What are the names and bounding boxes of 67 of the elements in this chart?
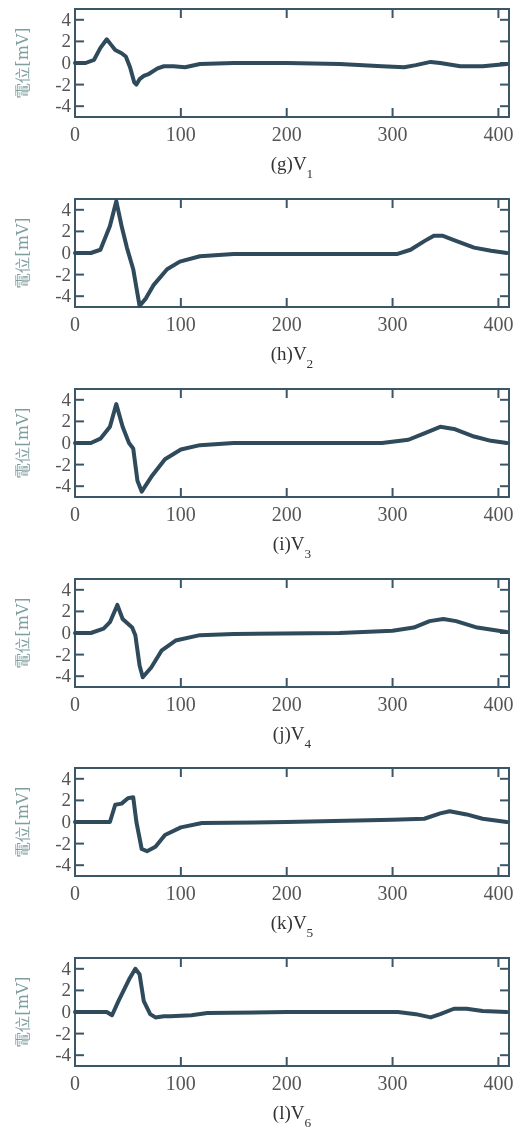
x-tick-label: 200 [271, 312, 302, 335]
y-tick-label: 2 [61, 599, 72, 621]
x-tick-label: 200 [271, 502, 302, 525]
y-tick-label: -4 [55, 854, 72, 876]
y-tick-label: -4 [55, 285, 72, 307]
y-axis-title: 電位[mV] [13, 407, 33, 479]
y-tick-label: -2 [55, 453, 72, 475]
x-tick-label: 300 [377, 692, 408, 715]
y-tick-label: -2 [55, 643, 72, 665]
x-tick-label: 100 [165, 312, 196, 335]
y-tick-label: -2 [55, 263, 72, 285]
x-tick-label: 400 [483, 1072, 514, 1095]
x-tick-label: 400 [483, 502, 514, 525]
y-tick-label: 4 [61, 8, 72, 30]
y-tick-label: -2 [55, 73, 72, 95]
y-tick-label: 0 [61, 52, 72, 73]
x-tick-label: 300 [377, 502, 408, 525]
x-tick-label: 400 [483, 312, 514, 335]
y-tick-label: 4 [61, 198, 72, 220]
y-tick-label: 2 [61, 979, 72, 1001]
y-axis-title: 電位[mV] [13, 786, 33, 858]
y-tick-label: 4 [61, 768, 72, 790]
x-tick-label: 300 [377, 312, 408, 335]
x-tick-label: 100 [165, 1072, 196, 1095]
x-tick-label: 100 [165, 502, 196, 525]
y-tick-label: 0 [61, 811, 72, 833]
y-tick-label: 0 [61, 241, 72, 263]
text: (k)V$_{5}$ [270, 912, 314, 940]
y-tick-label: -4 [55, 1044, 72, 1066]
x-tick-label: 200 [271, 882, 302, 905]
x-tick-label: 400 [483, 692, 514, 715]
y-tick-label: -4 [55, 474, 72, 496]
x-tick-label: 300 [377, 1072, 408, 1095]
text: (i)V$_{3}$ [272, 532, 312, 561]
x-tick-label: 400 [483, 882, 514, 905]
x-tick-label: 100 [165, 123, 196, 145]
y-axis-title: 電位[mV] [13, 27, 33, 99]
x-tick-label: 300 [377, 123, 408, 145]
x-tick-label: 200 [271, 1072, 302, 1095]
y-tick-label: -4 [55, 95, 72, 117]
x-tick-label: 100 [165, 882, 196, 905]
y-tick-label: -2 [55, 1022, 72, 1044]
x-tick-label: 200 [271, 123, 302, 145]
text: (g)V$_{1}$ [270, 153, 314, 181]
y-axis-title: 電位[mV] [13, 976, 33, 1048]
y-tick-label: 0 [61, 621, 72, 643]
y-tick-label: 4 [61, 388, 72, 410]
y-axis-title: 電位[mV] [13, 596, 33, 669]
x-tick-label: 300 [377, 882, 408, 905]
text: (h)V$_{2}$ [270, 342, 314, 371]
y-tick-label: 4 [61, 578, 72, 600]
y-tick-label: 2 [61, 30, 72, 52]
x-tick-label: 400 [483, 123, 514, 145]
text: (j)V$_{4}$ [272, 722, 312, 750]
text: (l)V$_{6}$ [272, 1102, 312, 1130]
y-tick-label: -4 [55, 664, 72, 686]
y-axis-title: 電位[mV] [13, 217, 33, 289]
y-tick-label: 2 [61, 220, 72, 242]
x-tick-label: 200 [271, 692, 302, 715]
y-tick-label: 2 [61, 789, 72, 811]
y-tick-label: 2 [61, 410, 72, 432]
line-series [73, 198, 509, 308]
x-tick-label: 100 [165, 692, 196, 715]
y-tick-label: 0 [61, 1001, 72, 1023]
y-tick-label: 0 [61, 431, 72, 453]
y-tick-label: -2 [55, 832, 72, 854]
y-tick-label: 4 [61, 957, 72, 979]
